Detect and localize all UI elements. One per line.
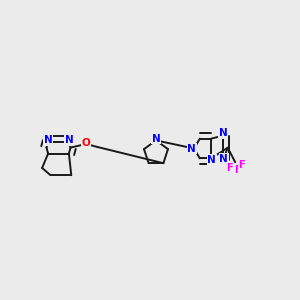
- Text: F: F: [234, 165, 241, 175]
- Text: O: O: [82, 137, 91, 148]
- Text: F: F: [238, 160, 245, 170]
- Text: N: N: [207, 155, 216, 165]
- Text: N: N: [219, 154, 228, 164]
- Text: N: N: [152, 134, 160, 144]
- Text: N: N: [44, 135, 52, 145]
- Text: N: N: [219, 128, 228, 138]
- Text: N: N: [187, 143, 196, 154]
- Text: F: F: [226, 163, 233, 173]
- Text: N: N: [64, 135, 73, 145]
